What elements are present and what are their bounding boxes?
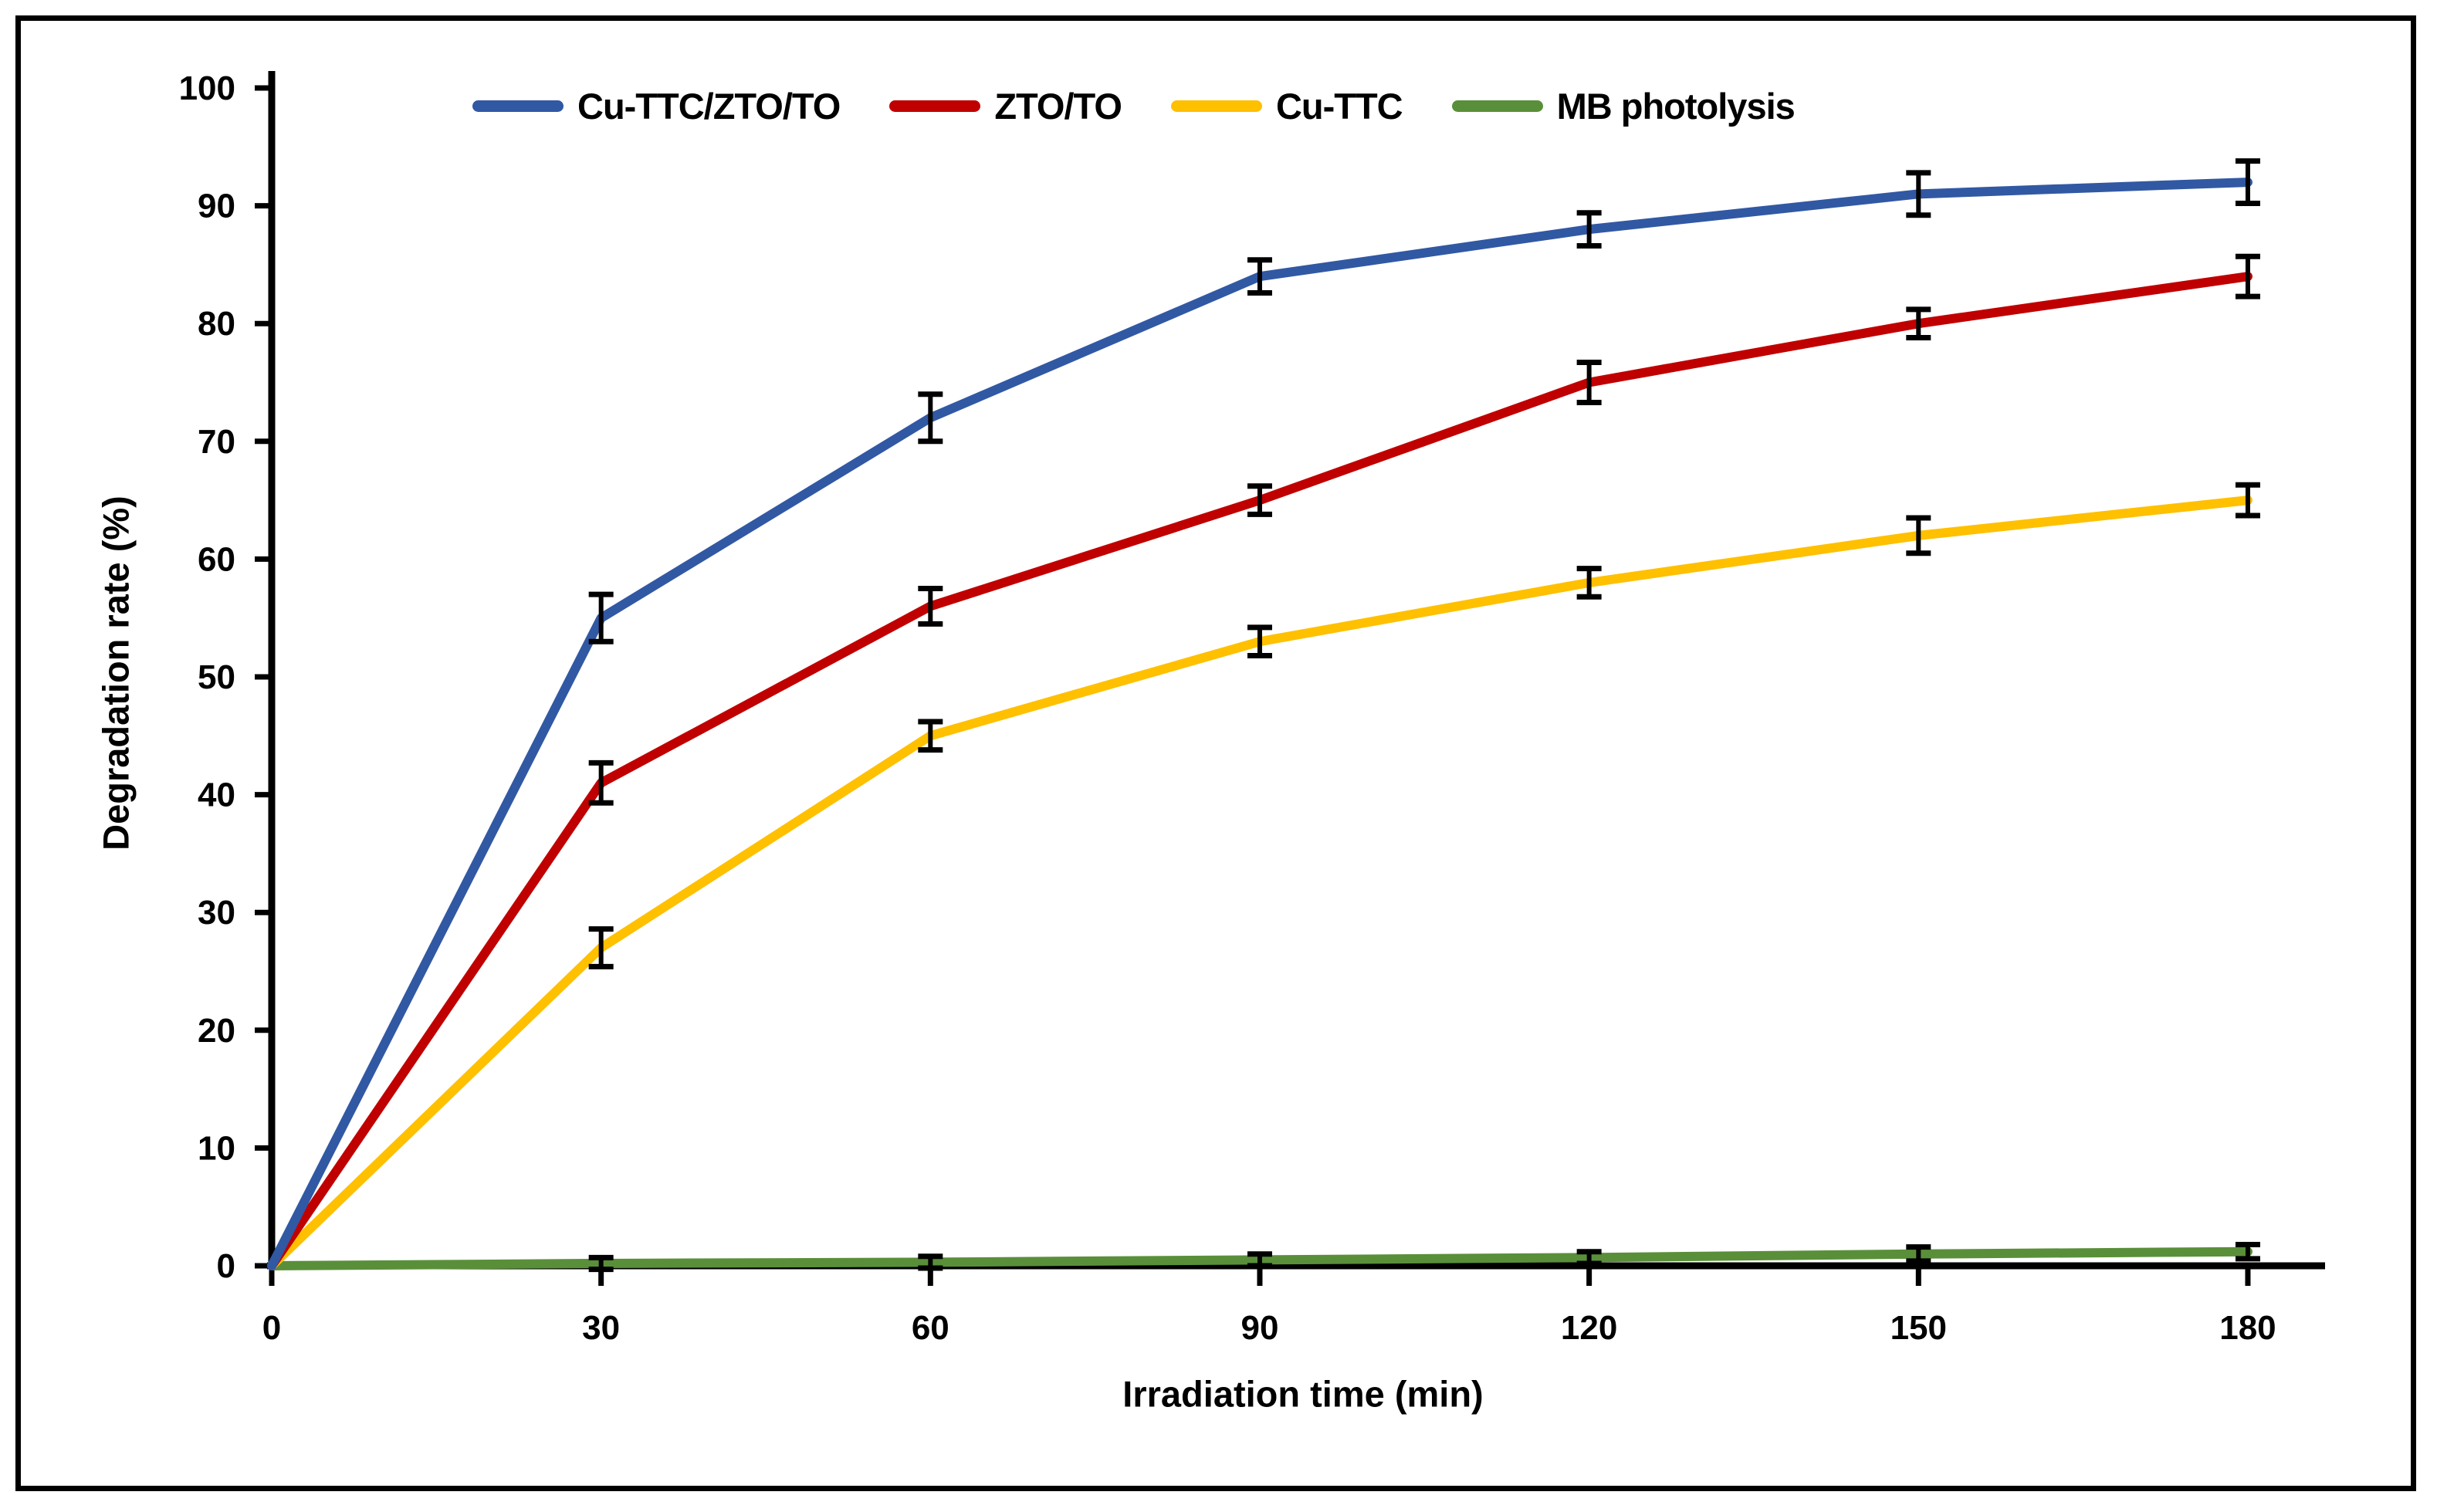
legend-label-cu-ttc: Cu-TTC [1275,85,1403,127]
series-line-cu-ttc-zto-to [267,178,2253,1270]
y-tick-label-40: 40 [198,776,235,814]
chart-legend: Cu-TTC/ZTO/TO ZTO/TO Cu-TTC MB photolysi… [472,83,1796,128]
x-tick-label-60: 60 [912,1309,949,1347]
legend-swatch-mb-photolysis-icon [1451,100,1543,112]
y-axis-title: Degradation rate (%) [95,496,137,851]
x-tick-label-90: 90 [1241,1309,1279,1347]
y-tick-label-0: 0 [217,1247,235,1285]
x-tick-label-150: 150 [1890,1309,1947,1347]
y-tick-label-10: 10 [198,1129,235,1167]
x-tick-label-0: 0 [262,1309,281,1347]
series-line-zto-to [267,272,2253,1270]
legend-swatch-cu-ttc-icon [1170,100,1262,112]
y-tick-label-90: 90 [198,188,235,225]
y-tick-label-100: 100 [179,69,235,107]
series-line-cu-ttc [267,496,2253,1270]
legend-item-zto-to: ZTO/TO [889,85,1122,127]
legend-item-mb-photolysis: MB photolysis [1451,85,1796,127]
y-tick-label-30: 30 [198,894,235,932]
legend-label-cu-ttc-zto-to: Cu-TTC/ZTO/TO [577,85,841,127]
x-axis-title: Irradiation time (min) [1122,1373,1484,1415]
x-tick-label-30: 30 [582,1309,620,1347]
legend-swatch-cu-ttc-zto-to-icon [472,100,564,112]
legend-label-zto-to: ZTO/TO [994,85,1122,127]
legend-item-cu-ttc-zto-to: Cu-TTC/ZTO/TO [472,85,841,127]
y-tick-label-60: 60 [198,540,235,578]
y-tick-label-20: 20 [198,1012,235,1050]
y-tick-label-80: 80 [198,305,235,343]
chart-frame [15,15,2416,1491]
x-tick-label-180: 180 [2219,1309,2276,1347]
x-tick-label-120: 120 [1561,1309,1617,1347]
y-tick-label-50: 50 [198,658,235,696]
legend-swatch-zto-to-icon [889,100,981,112]
y-tick-label-70: 70 [198,423,235,461]
legend-label-mb-photolysis: MB photolysis [1556,85,1796,127]
legend-item-cu-ttc: Cu-TTC [1170,85,1403,127]
